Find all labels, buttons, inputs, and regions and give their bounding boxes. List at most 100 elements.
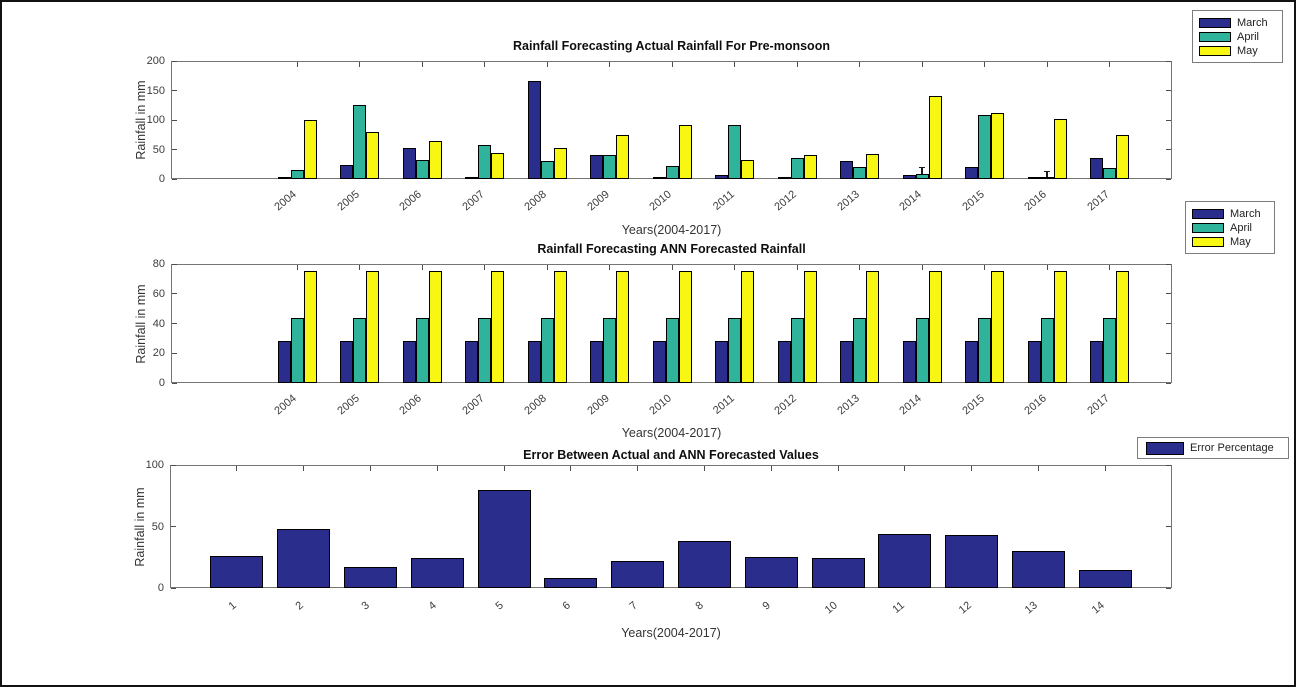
x-tick-top [546, 265, 548, 270]
x-tick-top [1037, 466, 1039, 471]
y-tick [171, 526, 176, 527]
bar-error-percentage-7 [611, 560, 665, 588]
x-tick-label: 3 [359, 599, 373, 613]
bar-march-2011 [715, 341, 728, 383]
bar-march-2004 [277, 176, 291, 179]
bar-may-2008 [553, 147, 567, 179]
bar-april-2014 [915, 317, 929, 383]
legend-label: March [1230, 207, 1261, 220]
y-tick-label: 80 [152, 258, 165, 270]
bar-march-2006 [402, 341, 416, 383]
legend-item-april: April [1192, 221, 1268, 234]
bar-may-2012 [803, 154, 817, 179]
bar-march-2007 [465, 177, 478, 179]
bar-april-2004 [290, 317, 304, 383]
plot-area [171, 61, 1172, 179]
bar-march-2004 [277, 341, 291, 383]
bar-april-2009 [603, 317, 616, 383]
y-tick [171, 464, 176, 466]
bar-error-percentage-10 [811, 558, 865, 588]
y-tick-right [1166, 119, 1171, 121]
legend-item-may: May [1192, 235, 1268, 248]
x-tick-label: 2006 [397, 188, 424, 214]
bar-april-2010 [665, 317, 679, 383]
bar-march-2013 [840, 161, 853, 179]
legend-item-april: April [1199, 30, 1276, 43]
x-tick-label: 4 [426, 599, 440, 613]
y-tick-label: 50 [152, 143, 165, 156]
bar-may-2007 [491, 271, 504, 383]
bar-april-2006 [415, 317, 429, 383]
x-tick-label: 1 [226, 599, 239, 613]
bar-may-2004 [303, 271, 317, 383]
legend-swatch-icon [1192, 208, 1224, 219]
y-tick [172, 90, 177, 91]
bar-april-2015 [978, 317, 991, 383]
bar-march-2009 [590, 341, 603, 383]
legend-swatch-icon [1146, 441, 1184, 455]
x-tick-label: 2014 [897, 392, 924, 418]
legend-item-may: May [1199, 44, 1276, 57]
x-tick-label: 2012 [772, 392, 799, 418]
y-tick-label: 60 [152, 287, 165, 300]
x-tick-top [1109, 265, 1110, 270]
bar-march-2013 [840, 341, 853, 383]
y-tick-right [1166, 178, 1171, 180]
x-tick-top [671, 62, 673, 67]
y-tick [172, 263, 177, 265]
y-tick-label: 150 [146, 84, 165, 97]
x-tick-label: 2013 [834, 188, 862, 214]
bar-april-2015 [978, 115, 991, 179]
x-tick-top [359, 62, 360, 67]
plot-area [170, 465, 1172, 588]
x-tick-top [921, 265, 923, 270]
bar-may-2017 [1116, 271, 1129, 383]
bar-april-2008 [540, 160, 554, 179]
x-tick-top [484, 62, 485, 67]
x-tick-label: 2013 [834, 392, 862, 418]
x-tick-label: 6 [560, 599, 573, 613]
x-tick-label: 2017 [1084, 188, 1112, 214]
y-tick-label: 20 [152, 347, 165, 360]
y-tick-label: 200 [146, 55, 165, 67]
x-tick-label: 2014 [897, 188, 924, 214]
error-whisker [921, 168, 923, 175]
bar-error-percentage-12 [945, 535, 999, 588]
error-whisker-cap [919, 167, 925, 169]
bar-march-2008 [527, 81, 541, 179]
legend-swatch-icon [1199, 45, 1231, 56]
bar-may-2007 [491, 153, 504, 179]
x-tick-label: 2008 [522, 392, 549, 418]
x-tick-top [703, 466, 705, 471]
y-tick-label: 50 [151, 520, 164, 533]
bar-march-2005 [340, 341, 353, 383]
chart-title: Error Between Actual and ANN Forecasted … [523, 448, 819, 462]
bar-april-2008 [540, 317, 554, 383]
y-tick-right [1166, 60, 1171, 62]
x-tick-label: 2009 [584, 392, 612, 418]
x-tick-label: 11 [890, 599, 907, 616]
y-tick [172, 60, 177, 62]
x-tick-top [671, 265, 673, 270]
x-tick-top [421, 265, 423, 270]
bar-march-2007 [465, 341, 478, 383]
legend-item-march: March [1192, 207, 1268, 220]
bar-error-percentage-4 [410, 558, 464, 588]
bar-april-2009 [603, 155, 616, 179]
bar-april-2011 [728, 125, 741, 179]
legend-item-march: March [1199, 16, 1276, 29]
bar-april-2007 [478, 317, 491, 383]
bar-may-2017 [1116, 135, 1129, 179]
bar-march-2014 [902, 341, 916, 383]
legend-label: March [1237, 16, 1268, 29]
chart-title: Rainfall Forecasting ANN Forecasted Rain… [537, 242, 806, 256]
legend-label: May [1230, 235, 1251, 248]
bar-may-2009 [616, 135, 629, 179]
bar-march-2011 [715, 174, 728, 179]
y-tick [172, 178, 177, 180]
bar-may-2014 [928, 95, 942, 179]
bar-march-2008 [527, 341, 541, 383]
bar-march-2009 [590, 155, 603, 179]
y-tick [172, 352, 177, 354]
